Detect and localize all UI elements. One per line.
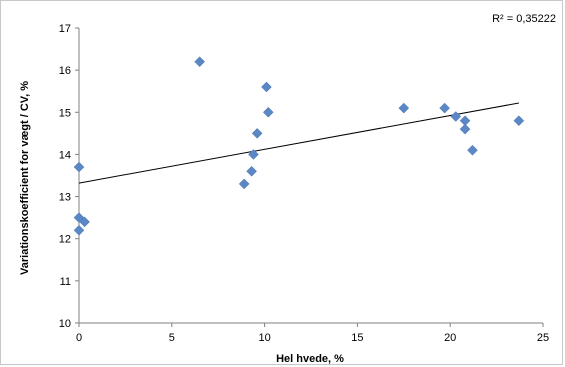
data-point xyxy=(439,102,450,114)
data-point xyxy=(194,56,205,68)
x-tick-label: 0 xyxy=(76,332,82,344)
y-tick-label: 17 xyxy=(59,23,71,35)
data-point xyxy=(398,102,410,114)
y-tick-label: 15 xyxy=(59,107,71,119)
x-tick-label: 25 xyxy=(537,332,549,344)
y-tick-label: 13 xyxy=(59,192,71,204)
y-axis-title: Variationskoefficient for vægt / CV, % xyxy=(19,81,31,275)
data-point xyxy=(248,149,259,160)
data-point xyxy=(262,106,274,118)
data-point xyxy=(450,111,462,122)
x-tick-label: 5 xyxy=(169,332,175,344)
data-point xyxy=(79,216,90,228)
data-point xyxy=(261,81,272,93)
data-point xyxy=(251,128,263,139)
data-point xyxy=(513,115,525,127)
data-point xyxy=(73,224,85,236)
trendline xyxy=(78,102,519,184)
y-tick-label: 11 xyxy=(60,276,71,288)
data-point xyxy=(246,165,257,177)
data-point xyxy=(459,123,471,135)
y-tick-label: 12 xyxy=(59,234,71,246)
data-point xyxy=(73,161,85,173)
y-tick-label: 14 xyxy=(59,149,71,161)
x-tick-label: 15 xyxy=(351,332,363,344)
y-axis-ticks: 10 11 12 13 14 15 16 17 xyxy=(59,23,79,330)
data-points xyxy=(73,56,525,236)
x-tick-label: 20 xyxy=(444,332,456,344)
x-axis-ticks: 0 5 10 15 20 25 xyxy=(76,323,549,344)
data-point xyxy=(238,178,250,190)
x-axis-title: Hel hvede, % xyxy=(276,353,344,365)
x-tick-label: 10 xyxy=(258,332,270,344)
y-tick-label: 10 xyxy=(59,318,71,330)
y-tick-label: 16 xyxy=(59,65,71,77)
data-point xyxy=(467,144,478,156)
r-squared-annotation: R² = 0,35222 xyxy=(492,13,556,25)
